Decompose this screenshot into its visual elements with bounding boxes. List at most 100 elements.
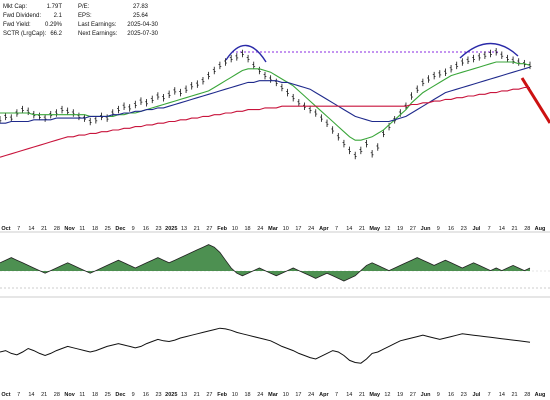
x-tick-label: 28: [54, 392, 60, 398]
x-tick-label: 7: [17, 226, 20, 232]
x-tick-label: 10: [283, 392, 289, 398]
x-tick-label: Dec: [115, 392, 125, 398]
x-tick-label: 10: [232, 226, 238, 232]
stat-value-eps: 25.64: [133, 13, 149, 19]
oscillator-line: [0, 244, 531, 282]
x-tick-label: Mar: [268, 226, 279, 232]
x-tick-label: 16: [143, 392, 149, 398]
x-tick-label: 21: [194, 392, 200, 398]
x-tick-label: 21: [194, 226, 200, 232]
stat-value-sctr: 66.2: [50, 31, 62, 37]
x-tick-label: 9: [132, 226, 135, 232]
x-tick-label: 2025: [165, 226, 177, 232]
x-tick-label: 24: [257, 392, 263, 398]
projected-down-arrow: [520, 77, 550, 124]
x-tick-label: 19: [397, 392, 403, 398]
x-tick-label: 16: [448, 226, 454, 232]
x-tick-label: 9: [437, 226, 440, 232]
x-tick-label: 9: [132, 392, 135, 398]
x-tick-label: Aug: [535, 392, 546, 398]
x-tick-label: 21: [359, 226, 365, 232]
x-tick-label: 12: [384, 226, 390, 232]
x-tick-label: 14: [346, 392, 352, 398]
x-tick-label: 18: [92, 392, 98, 398]
x-tick-label: Mar: [268, 392, 279, 398]
x-tick-label: 21: [512, 392, 518, 398]
x-tick-label: 11: [79, 392, 85, 398]
x-tick-label: 24: [308, 226, 314, 232]
x-tick-label: May: [369, 226, 381, 232]
stat-label-next-earnings: Next Earnings:: [78, 31, 118, 37]
x-tick-label: Aug: [535, 226, 546, 232]
x-tick-label: 2025: [165, 392, 177, 398]
x-tick-label: 14: [28, 226, 34, 232]
x-tick-label: 14: [499, 226, 505, 232]
x-tick-label: 13: [181, 392, 187, 398]
x-tick-label: 21: [512, 226, 518, 232]
stat-label-fwd-yield: Fwd Yield:: [3, 22, 31, 28]
x-tick-label: 10: [232, 392, 238, 398]
x-tick-label: 28: [524, 392, 530, 398]
x-tick-label: 24: [308, 392, 314, 398]
x-tick-label: 16: [448, 392, 454, 398]
x-tick-label: Jun: [421, 226, 431, 232]
x-tick-label: 12: [384, 392, 390, 398]
stat-value-pe: 27.83: [133, 4, 149, 10]
lower-panel: [0, 327, 531, 364]
stat-label-sctr: SCTR (LrgCap):: [3, 31, 47, 37]
x-tick-label: 23: [461, 226, 467, 232]
x-tick-label: 7: [335, 392, 338, 398]
x-tick-label: 23: [461, 392, 467, 398]
x-tick-label: 25: [105, 226, 111, 232]
x-tick-label: 14: [28, 392, 34, 398]
x-tick-label: 23: [156, 392, 162, 398]
x-tick-label: 11: [79, 226, 85, 232]
x-tick-label: 7: [335, 226, 338, 232]
x-axis-ticks-main: Oct 7 14 21 28 Nov 11 18 25 Dec 9 16 23 2025 13 21 27 Feb…: [1, 226, 545, 232]
x-tick-label: Jun: [421, 392, 431, 398]
stat-label-eps: EPS:: [78, 13, 92, 19]
price-panel: [0, 48, 532, 160]
x-tick-label: Apr: [319, 392, 329, 398]
x-tick-label: 24: [257, 226, 263, 232]
x-tick-label: 21: [359, 392, 365, 398]
stat-value-last-earnings: 2025-04-30: [127, 22, 158, 28]
lower-indicator-line: [0, 327, 531, 364]
x-tick-label: 7: [488, 392, 491, 398]
x-tick-label: 27: [410, 392, 416, 398]
x-tick-label: 10: [283, 226, 289, 232]
x-tick-label: 18: [245, 226, 251, 232]
x-tick-label: 21: [41, 226, 47, 232]
ma-short-line: [0, 61, 531, 141]
x-tick-label: Oct: [1, 226, 10, 232]
x-tick-label: 7: [488, 226, 491, 232]
stat-value-fwd-dividend: 2.1: [54, 13, 63, 19]
x-tick-label: 27: [206, 392, 212, 398]
x-tick-label: 17: [295, 392, 301, 398]
stat-value-next-earnings: 2025-07-30: [127, 31, 158, 37]
x-tick-label: 14: [499, 392, 505, 398]
x-tick-label: Feb: [217, 392, 227, 398]
x-tick-label: Apr: [319, 226, 329, 232]
oscillator-area: [0, 244, 530, 281]
x-tick-label: 17: [295, 226, 301, 232]
x-tick-label: 9: [437, 392, 440, 398]
x-tick-label: 18: [245, 392, 251, 398]
ma-mid-line: [0, 66, 531, 124]
x-tick-label: 23: [156, 226, 162, 232]
oscillator-panel: [0, 244, 531, 282]
x-tick-label: May: [369, 392, 381, 398]
stats-panel: Mkt Cap: 1.79T Fwd Dividend: 2.1 Fwd Yie…: [3, 4, 159, 37]
x-tick-label: Nov: [64, 392, 75, 398]
stat-label-fwd-dividend: Fwd Dividend:: [3, 13, 41, 19]
x-tick-label: 21: [41, 392, 47, 398]
x-tick-label: 16: [143, 226, 149, 232]
x-tick-label: 27: [206, 226, 212, 232]
top-arc-right: [459, 42, 519, 59]
top-arc-left: [225, 44, 267, 63]
x-tick-label: 19: [397, 226, 403, 232]
x-tick-label: 18: [92, 226, 98, 232]
x-tick-label: Jul: [472, 392, 480, 398]
stat-value-fwd-yield: 0.29%: [45, 22, 63, 28]
x-tick-label: Oct: [1, 392, 10, 398]
